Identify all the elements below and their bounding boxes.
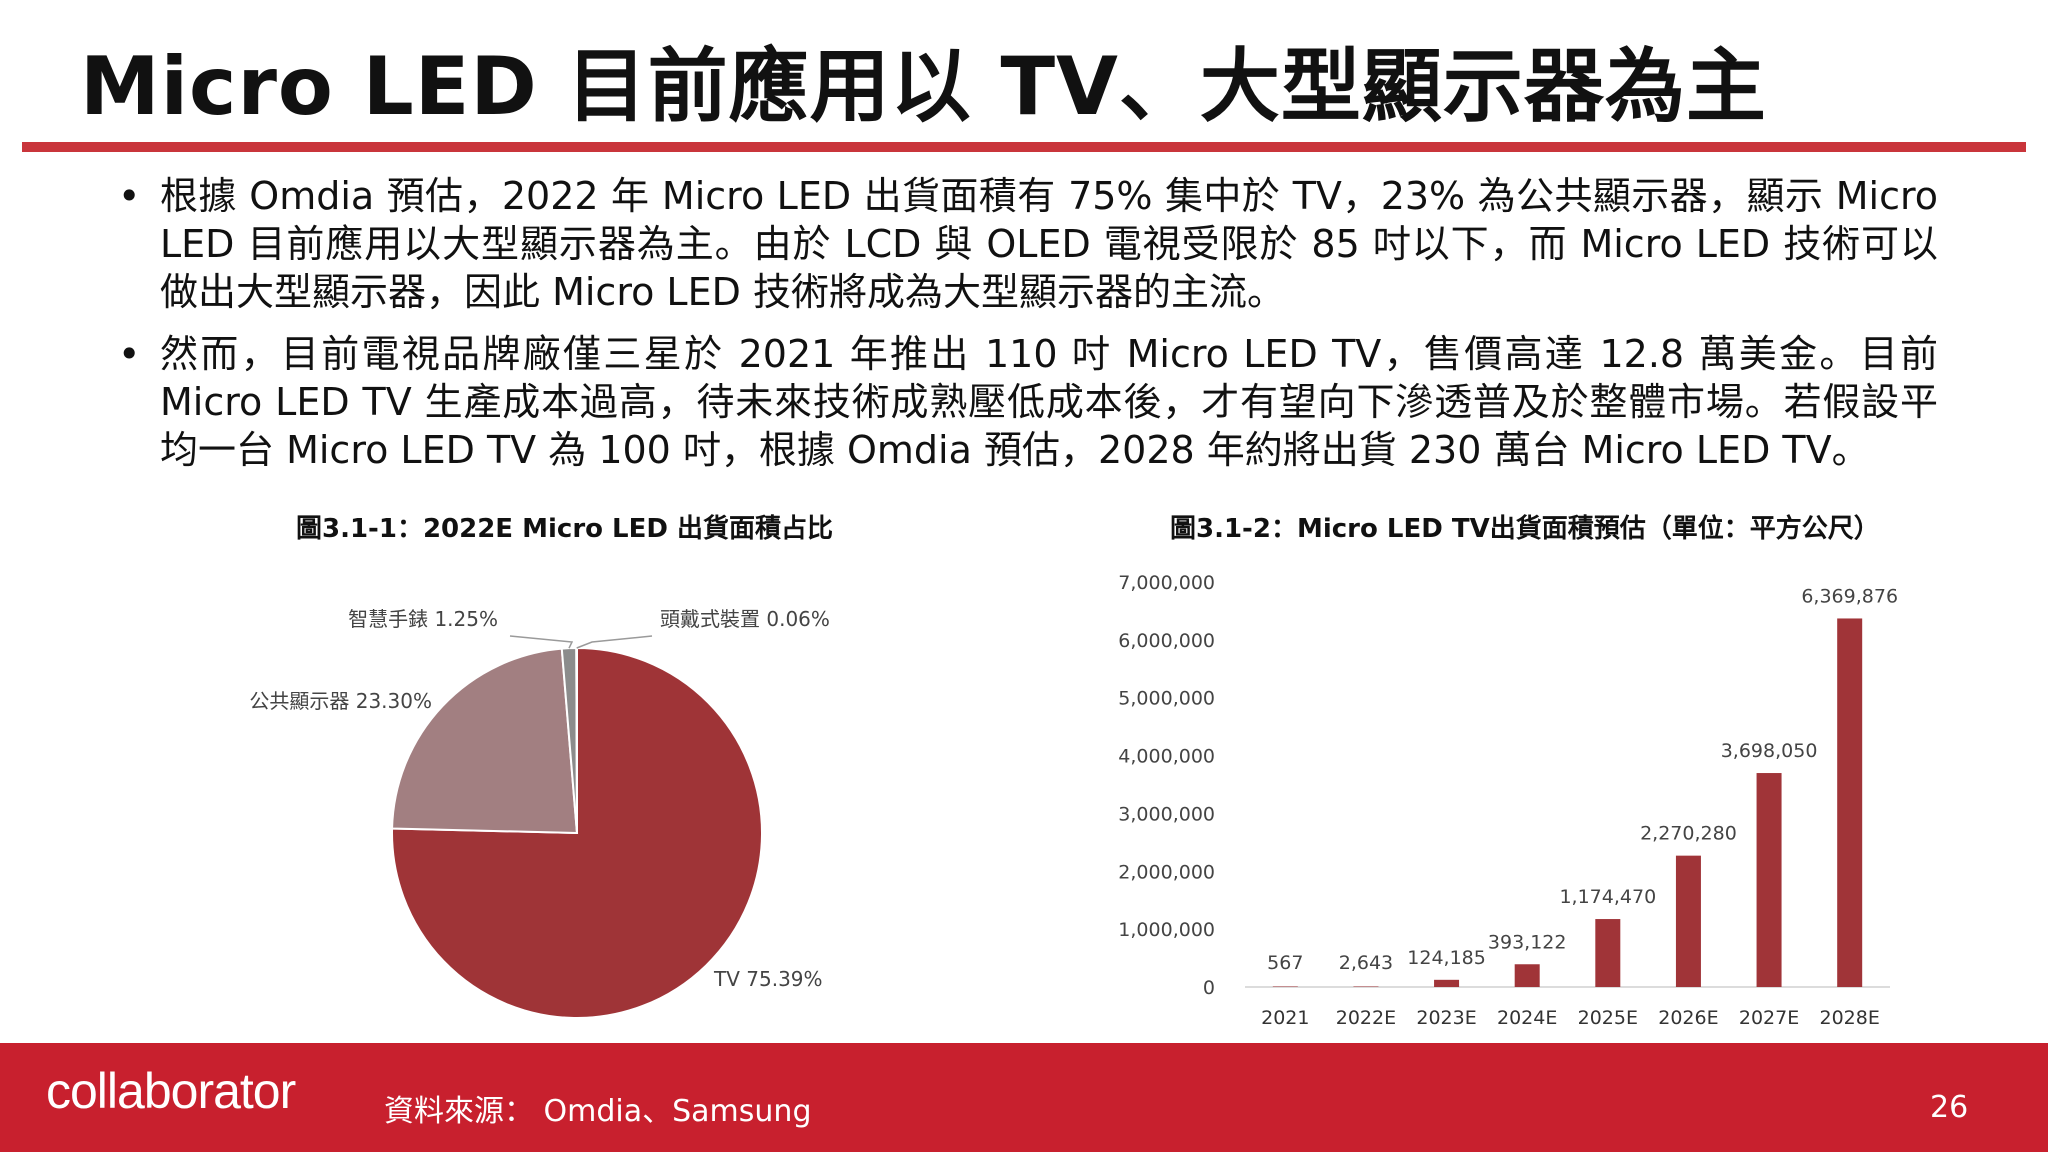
- bar-value-label: 2,270,280: [1640, 823, 1737, 845]
- pie-leader-line: [509, 635, 574, 649]
- collaborator-logo: collaborator: [46, 1063, 296, 1119]
- bar-value-label: 2,643: [1339, 952, 1393, 974]
- y-tick-label: 4,000,000: [1118, 746, 1215, 768]
- title-divider: [22, 142, 2026, 152]
- y-tick-label: 7,000,000: [1118, 572, 1215, 594]
- y-tick-label: 5,000,000: [1118, 688, 1215, 710]
- slide-title: Micro LED 目前應用以 TV、大型顯示器為主: [80, 40, 1767, 133]
- pie-slice-label: 頭戴式裝置 0.06%: [660, 607, 830, 631]
- pie-slice: [391, 647, 579, 835]
- bar-chart: 0 1,000,000 2,000,000 3,000,000 4,000,000 5,0…: [1118, 572, 1898, 1029]
- bar-chart-title: 圖3.1-2：Micro LED TV出貨面積預估（單位：平方公尺）: [1170, 514, 1880, 544]
- bar: [1514, 964, 1540, 987]
- y-tick-label: 1,000,000: [1118, 919, 1215, 941]
- source-note: 資料來源： Omdia、Samsung: [384, 1094, 812, 1129]
- bar-value-label: 3,698,050: [1721, 740, 1818, 762]
- x-tick-label: 2023E: [1416, 1007, 1476, 1029]
- y-tick-label: 0: [1203, 977, 1215, 999]
- pie-chart-title: 圖3.1-1：2022E Micro LED 出貨面積占比: [296, 514, 834, 544]
- bar-value-label: 1,174,470: [1559, 886, 1656, 908]
- bar-value-label: 393,122: [1488, 931, 1567, 953]
- x-tick-label: 2024E: [1497, 1007, 1557, 1029]
- bar: [1837, 618, 1863, 987]
- bar-value-label: 567: [1267, 952, 1303, 974]
- pie-leader-line: [576, 635, 653, 649]
- x-tick-label: 2027E: [1739, 1007, 1799, 1029]
- page-number: 26: [1930, 1090, 1969, 1125]
- bar: [1272, 986, 1298, 987]
- bullet-list: 根據 Omdia 預估，2022 年 Micro LED 出貨面積有 75% 集…: [118, 172, 1938, 488]
- y-tick-label: 3,000,000: [1118, 803, 1215, 825]
- pie-slice-label: TV 75.39%: [713, 967, 823, 991]
- pie-slice-label: 智慧手錶 1.25%: [348, 607, 498, 631]
- bar: [1595, 919, 1621, 987]
- bullet-item: 然而，目前電視品牌廠僅三星於 2021 年推出 110 吋 Micro LED …: [118, 330, 1938, 474]
- pie-chart: TV 75.39% 公共顯示器 23.30% 智慧手錶 1.25% 頭戴式裝置 0.0…: [249, 607, 830, 1019]
- pie-slice-label: 公共顯示器 23.30%: [249, 689, 432, 713]
- y-tick-label: 6,000,000: [1118, 630, 1215, 652]
- y-tick-label: 2,000,000: [1118, 861, 1215, 883]
- bar: [1756, 773, 1782, 987]
- x-tick-label: 2026E: [1658, 1007, 1718, 1029]
- bar: [1434, 979, 1460, 987]
- bullet-item: 根據 Omdia 預估，2022 年 Micro LED 出貨面積有 75% 集…: [118, 172, 1938, 316]
- x-tick-label: 2022E: [1336, 1007, 1396, 1029]
- bar-value-label: 124,185: [1407, 947, 1486, 969]
- bar: [1675, 855, 1701, 987]
- x-tick-label: 2028E: [1820, 1007, 1880, 1029]
- bar: [1353, 986, 1379, 987]
- x-tick-label: 2021: [1261, 1007, 1309, 1029]
- x-tick-label: 2025E: [1578, 1007, 1638, 1029]
- bar-value-label: 6,369,876: [1801, 585, 1898, 607]
- pie-slice: [575, 646, 578, 834]
- footer-bar: [0, 1043, 2048, 1152]
